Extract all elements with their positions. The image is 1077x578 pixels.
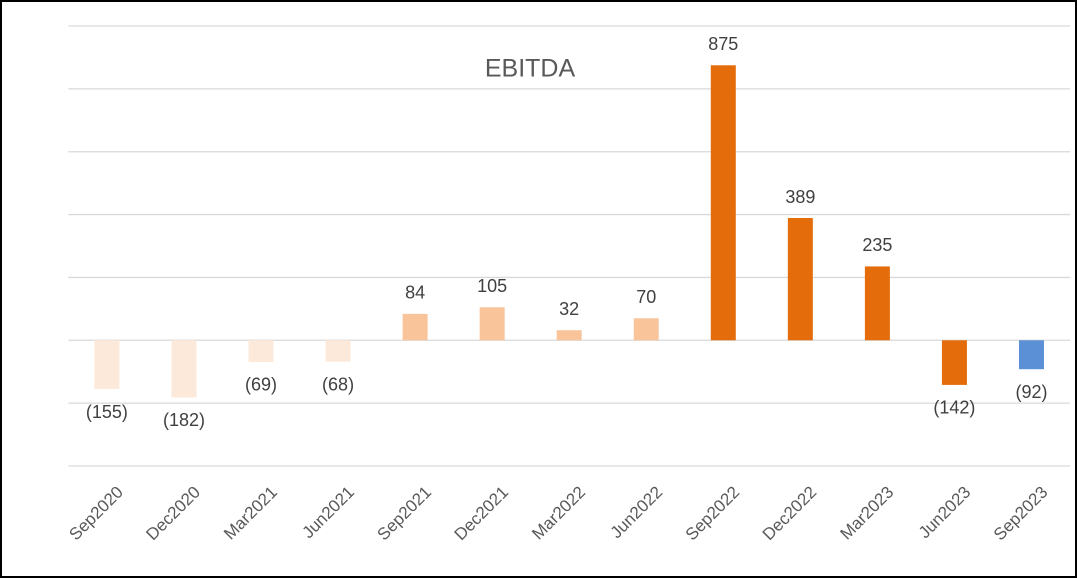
data-label: 235: [862, 235, 892, 255]
bar: [941, 340, 967, 385]
data-label: 32: [559, 299, 579, 319]
data-label: (142): [933, 398, 975, 418]
data-label: (182): [163, 410, 205, 430]
bar: [248, 340, 274, 362]
data-label: (69): [245, 375, 277, 395]
data-label: 70: [636, 287, 656, 307]
data-label: 389: [785, 187, 815, 207]
bar: [479, 307, 505, 341]
bar: [556, 330, 582, 341]
bar: [325, 340, 351, 362]
data-label: (68): [322, 374, 354, 394]
data-label: 105: [477, 276, 507, 296]
bar: [710, 65, 736, 341]
bar: [94, 340, 120, 389]
data-label: 84: [405, 283, 425, 303]
data-label: (92): [1015, 382, 1047, 402]
chart-title: EBITDA: [485, 55, 576, 83]
bar: [787, 218, 813, 341]
bar: [171, 340, 197, 398]
bar: [864, 266, 890, 341]
data-label: (155): [86, 402, 128, 422]
data-label: 875: [708, 34, 738, 54]
bar: [633, 318, 659, 341]
bar: [1018, 340, 1044, 370]
bar: [402, 313, 428, 341]
